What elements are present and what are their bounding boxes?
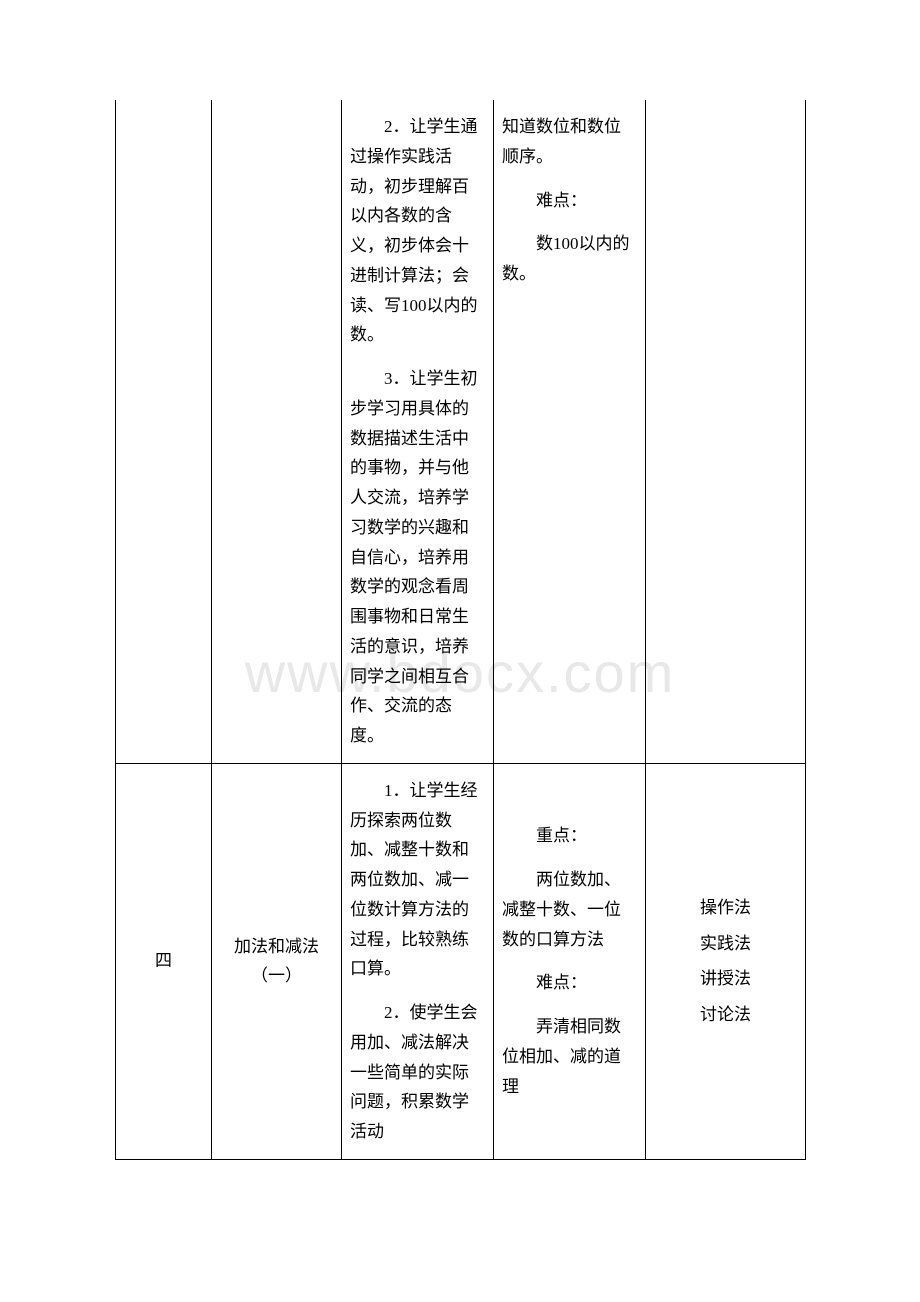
keypoint-text: 两位数加、减整十数、一位数的口算方法: [502, 865, 637, 954]
difficulty-text: 弄清相同数位相加、减的道理: [502, 1012, 637, 1101]
keypoint-label: 重点：: [502, 821, 637, 851]
table-row: 四 加法和减法（一） 1．让学生经历探索两位数加、减整十数和两位数加、减一位数计…: [116, 763, 806, 1159]
method-item: 讨论法: [654, 1000, 797, 1030]
cell-objectives: 1．让学生经历探索两位数加、减整十数和两位数加、减一位数计算方法的过程，比较熟练…: [342, 763, 494, 1159]
table-row: 2．让学生通过操作实践活动，初步理解百以内各数的含义，初步体会十进制计算法；会读…: [116, 100, 806, 763]
objective-paragraph: 1．让学生经历探索两位数加、减整十数和两位数加、减一位数计算方法的过程，比较熟练…: [350, 776, 485, 984]
method-item: 讲授法: [654, 964, 797, 994]
difficulty-label: 难点：: [502, 968, 637, 998]
difficulty-text: 数100以内的数。: [502, 229, 637, 289]
cell-keypoints: 知道数位和数位顺序。 难点： 数100以内的数。: [494, 100, 646, 763]
lesson-plan-table: 2．让学生通过操作实践活动，初步理解百以内各数的含义，初步体会十进制计算法；会读…: [115, 100, 806, 1160]
difficulty-label: 难点：: [502, 186, 637, 216]
objective-paragraph: 2．使学生会用加、减法解决一些简单的实际问题，积累数学活动: [350, 998, 485, 1147]
cell-methods: [646, 100, 806, 763]
cell-unit-number: [116, 100, 212, 763]
cell-unit-number: 四: [116, 763, 212, 1159]
objective-paragraph: 2．让学生通过操作实践活动，初步理解百以内各数的含义，初步体会十进制计算法；会读…: [350, 112, 485, 350]
document-page: 2．让学生通过操作实践活动，初步理解百以内各数的含义，初步体会十进制计算法；会读…: [0, 0, 920, 1220]
cell-unit-title: 加法和减法（一）: [212, 763, 342, 1159]
cell-objectives: 2．让学生通过操作实践活动，初步理解百以内各数的含义，初步体会十进制计算法；会读…: [342, 100, 494, 763]
cell-keypoints: 重点： 两位数加、减整十数、一位数的口算方法 难点： 弄清相同数位相加、减的道理: [494, 763, 646, 1159]
method-item: 实践法: [654, 929, 797, 959]
objective-paragraph: 3．让学生初步学习用具体的数据描述生活中的事物，并与他人交流，培养学习数学的兴趣…: [350, 364, 485, 751]
cell-methods: 操作法 实践法 讲授法 讨论法: [646, 763, 806, 1159]
keypoint-text: 知道数位和数位顺序。: [502, 112, 637, 172]
method-item: 操作法: [654, 893, 797, 923]
cell-unit-title: [212, 100, 342, 763]
